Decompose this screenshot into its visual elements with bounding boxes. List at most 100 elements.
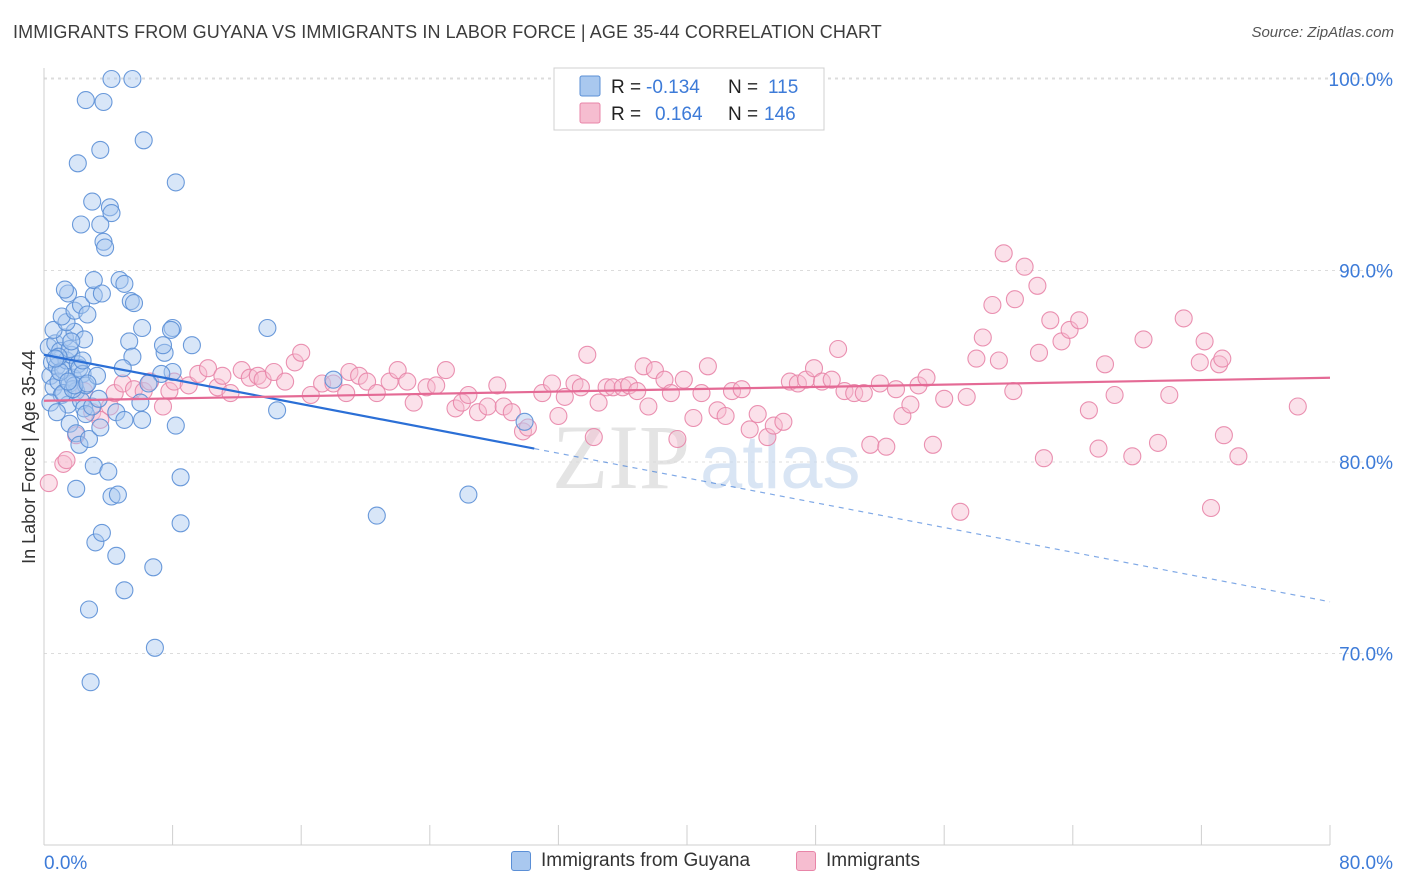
immigrants-point-49 xyxy=(478,397,497,416)
legend-n-value-2: 146 xyxy=(764,104,796,125)
immigrants-point-43 xyxy=(427,376,446,395)
immigrants-point-83 xyxy=(740,420,759,439)
immigrants-point-131 xyxy=(1148,433,1168,452)
immigrants-point-13 xyxy=(153,397,173,416)
guyana-point-105 xyxy=(459,485,478,504)
immigrants-point-21 xyxy=(221,384,240,403)
immigrants-point-80 xyxy=(716,406,735,426)
guyana-point-67 xyxy=(94,92,113,112)
immigrants-point-109 xyxy=(957,387,976,406)
guyana-point-66 xyxy=(76,91,95,110)
series-immigrants-points xyxy=(39,244,1307,521)
immigrants-point-17 xyxy=(189,364,208,383)
immigrants-point-112 xyxy=(983,295,1002,315)
immigrants-point-78 xyxy=(698,357,717,376)
immigrants-point-136 xyxy=(1201,498,1221,518)
guyana-point-58 xyxy=(107,546,126,565)
immigrants-point-27 xyxy=(276,372,295,391)
guyana-point-97 xyxy=(258,318,277,338)
guyana-point-89 xyxy=(182,336,201,355)
guyana-point-78 xyxy=(96,238,115,257)
guyana-point-84 xyxy=(92,284,111,303)
guyana-point-72 xyxy=(83,192,102,211)
immigrants-point-29 xyxy=(292,343,311,362)
immigrants-point-93 xyxy=(822,370,841,389)
immigrants-point-32 xyxy=(324,374,343,393)
legend-swatch-immigrants xyxy=(796,851,816,871)
guyana-point-68 xyxy=(134,131,153,150)
immigrants-point-2 xyxy=(57,451,76,470)
immigrants-point-60 xyxy=(571,378,590,397)
guyana-point-91 xyxy=(153,336,173,355)
tick-labels: 70.0% 80.0% 90.0% 100.0% 0.0% 80.0% xyxy=(44,70,1393,874)
immigrants-point-74 xyxy=(668,429,687,449)
guyana-point-59 xyxy=(79,600,99,619)
guyana-point-80 xyxy=(115,274,134,293)
immigrants-point-61 xyxy=(578,345,597,364)
legend-n-value-1: 115 xyxy=(768,77,798,98)
guyana-point-70 xyxy=(68,154,87,173)
chart-title: IMMIGRANTS FROM GUYANA VS IMMIGRANTS IN … xyxy=(13,22,882,42)
y-tick-label-90: 90.0% xyxy=(1339,262,1393,283)
immigrants-point-137 xyxy=(1210,355,1229,374)
immigrants-point-100 xyxy=(877,437,896,456)
trend-line-guyana xyxy=(43,353,535,450)
immigrants-point-139 xyxy=(1214,426,1233,445)
legend-r-value-1: -0.134 xyxy=(646,77,700,98)
guyana-point-93 xyxy=(163,362,182,382)
immigrants-point-125 xyxy=(1079,401,1098,420)
guyana-point-64 xyxy=(102,69,121,89)
immigrants-point-141 xyxy=(1288,397,1307,416)
immigrants-point-128 xyxy=(1105,385,1124,405)
trend-line-immigrants xyxy=(43,376,1331,402)
watermark-zip: ZIP xyxy=(552,406,690,508)
guyana-point-56 xyxy=(86,533,105,552)
guyana-point-100 xyxy=(171,468,190,487)
immigrants-point-28 xyxy=(285,353,304,372)
guyana-point-76 xyxy=(91,215,110,234)
guyana-point-113 xyxy=(78,374,97,393)
immigrants-point-44 xyxy=(436,361,455,380)
immigrants-point-134 xyxy=(1190,353,1209,372)
guyana-point-45 xyxy=(70,435,89,454)
immigrants-point-124 xyxy=(1070,311,1089,330)
guyana-point-35 xyxy=(71,295,91,315)
guyana-point-106 xyxy=(515,412,534,431)
guyana-point-103 xyxy=(324,370,343,389)
guyana-point-65 xyxy=(123,69,142,89)
immigrants-point-115 xyxy=(1004,382,1023,401)
y-axis-label: In Labor Force | Age 35-44 xyxy=(19,350,39,564)
immigrants-point-121 xyxy=(1041,311,1060,330)
immigrants-point-54 xyxy=(518,418,537,437)
immigrants-point-120 xyxy=(1034,449,1053,468)
legend-r-label-1: R = xyxy=(611,77,641,98)
immigrants-point-140 xyxy=(1229,447,1248,466)
guyana-point-69 xyxy=(91,140,110,159)
immigrants-point-138 xyxy=(1213,349,1232,368)
guyana-point-40 xyxy=(60,414,79,433)
y-tick-label-100: 100.0% xyxy=(1329,70,1394,91)
legend-swatch-guyana xyxy=(511,851,531,871)
guyana-point-47 xyxy=(91,418,110,437)
immigrants-point-105 xyxy=(917,368,936,387)
immigrants-point-47 xyxy=(459,385,478,405)
guyana-point-53 xyxy=(67,479,86,498)
y-tick-label-70: 70.0% xyxy=(1339,645,1393,666)
legend-item-guyana: Immigrants from Guyana xyxy=(511,850,750,872)
watermark-atlas: atlas xyxy=(700,420,861,505)
immigrants-point-108 xyxy=(951,502,970,521)
guyana-point-61 xyxy=(144,558,163,577)
legend-label-guyana: Immigrants from Guyana xyxy=(541,850,751,871)
guyana-point-50 xyxy=(131,393,150,412)
immigrants-point-91 xyxy=(804,359,824,378)
immigrants-point-40 xyxy=(398,372,417,391)
immigrants-point-9 xyxy=(113,374,132,393)
guyana-point-81 xyxy=(84,271,103,290)
immigrants-point-106 xyxy=(923,435,942,454)
guyana-point-49 xyxy=(115,410,134,429)
immigrants-point-18 xyxy=(198,359,218,378)
guyana-point-62 xyxy=(145,638,164,657)
trend-lines xyxy=(43,353,1331,603)
guyana-point-85 xyxy=(133,318,152,338)
